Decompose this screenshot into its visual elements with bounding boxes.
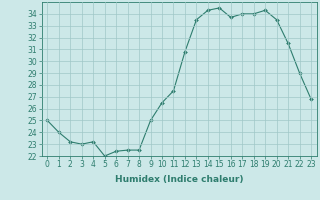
X-axis label: Humidex (Indice chaleur): Humidex (Indice chaleur) <box>115 175 244 184</box>
